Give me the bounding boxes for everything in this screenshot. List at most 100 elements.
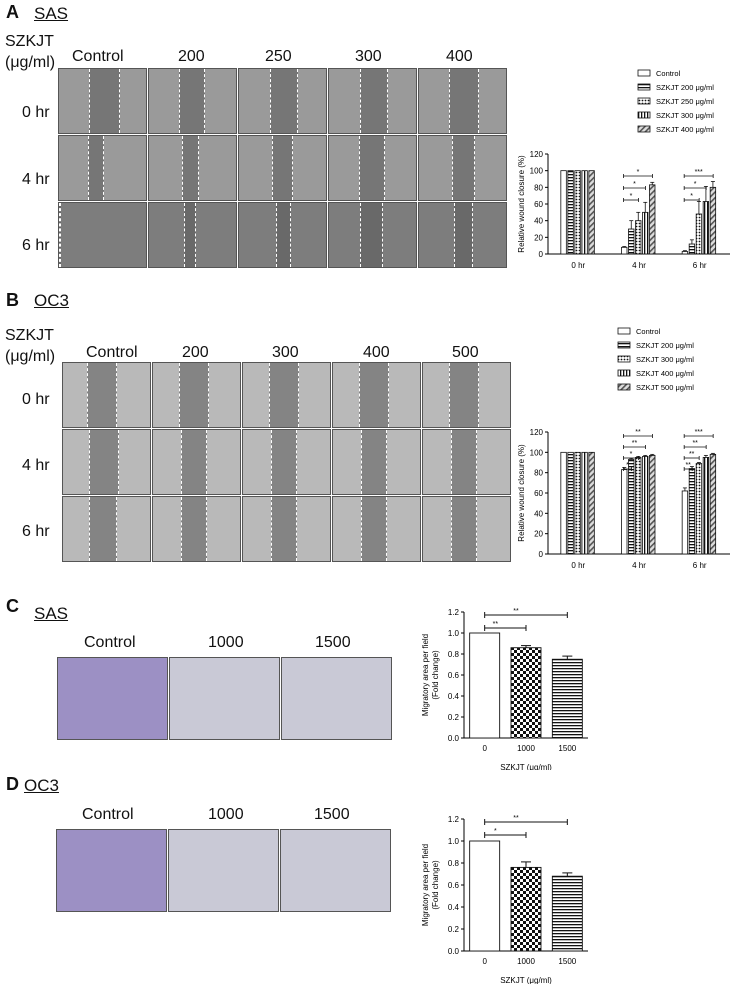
col-label-250: 250	[265, 48, 292, 65]
wound-gap	[87, 363, 118, 427]
y-tick-label: 1.0	[448, 629, 460, 638]
wound-gap	[89, 497, 118, 561]
legend-label: Control	[636, 327, 661, 336]
wound-image	[148, 135, 237, 201]
y-tick-label: 120	[530, 150, 544, 159]
bar	[681, 251, 689, 255]
col-label-1000-c: 1000	[208, 634, 244, 651]
wound-gap	[89, 430, 119, 494]
legend-swatch	[637, 111, 651, 119]
wound-image	[328, 135, 417, 201]
y-tick-label: 0.2	[448, 713, 460, 722]
legend-swatch	[617, 327, 631, 335]
y-tick-label: 0.4	[448, 692, 460, 701]
col-label-control-b: Control	[86, 344, 138, 361]
bar	[635, 457, 642, 555]
y-axis-label: Migratory area per field	[421, 634, 430, 716]
significance-label: **	[493, 621, 499, 628]
wound-closure-chart-b: 0 20 40 60 80 100 120 Relative wound closure (%…	[518, 327, 730, 570]
legend-swatch	[617, 383, 631, 391]
y-tick-label: 80	[534, 469, 543, 478]
wound-gap	[89, 69, 121, 133]
wound-image	[332, 429, 421, 495]
bar	[688, 468, 696, 555]
bar	[649, 184, 656, 255]
panel-b-title: OC3	[34, 291, 69, 310]
y-axis-label: Migratory area per field	[421, 844, 430, 926]
bar	[695, 213, 703, 255]
bar	[510, 866, 542, 952]
significance-label: **	[632, 440, 638, 447]
wound-image	[418, 68, 507, 134]
y-tick-label: 0.0	[448, 734, 460, 743]
panel-label-c: C	[6, 596, 19, 616]
wound-gap	[183, 203, 197, 267]
col-label-control-c: Control	[84, 634, 136, 651]
unit-label-bottom: (μg/ml)	[5, 54, 56, 71]
wound-image	[422, 429, 511, 495]
wound-gap	[270, 69, 298, 133]
x-tick-label: 1500	[558, 957, 576, 966]
wound-gap	[450, 497, 478, 561]
significance-label: *	[690, 193, 693, 200]
bar	[702, 457, 710, 555]
bar	[560, 170, 567, 255]
wound-gap	[360, 497, 388, 561]
row-label-0hr-b: 0 hr	[22, 391, 50, 408]
wound-gap	[59, 203, 61, 267]
transwell-image	[168, 829, 279, 912]
legend-swatch	[617, 355, 631, 363]
x-tick-label: 1000	[517, 957, 535, 966]
wound-image	[418, 135, 507, 201]
wound-image	[328, 68, 417, 134]
col-label-400: 400	[446, 48, 473, 65]
y-tick-label: 1.0	[448, 837, 460, 846]
wound-gap	[270, 430, 298, 494]
x-tick-label: 0 hr	[571, 561, 585, 570]
row-label-4hr-b: 4 hr	[22, 457, 50, 474]
wound-gap	[360, 69, 389, 133]
transwell-image	[169, 657, 280, 740]
wound-gap	[360, 430, 388, 494]
migration-chart-d: 0.0 0.2 0.4 0.6 0.8 1.0 1.2 Migratory area per …	[421, 815, 588, 984]
y-tick-label: 0.0	[448, 947, 460, 956]
bar	[688, 243, 696, 255]
y-tick-label: 0.6	[448, 881, 460, 890]
legend-label: SZKJT 200 μg/ml	[656, 83, 714, 92]
bar	[649, 454, 656, 555]
y-axis-label-2: (Fold change)	[431, 650, 440, 700]
bar	[702, 201, 710, 255]
wound-image	[152, 362, 241, 428]
row-label-6hr: 6 hr	[22, 237, 50, 254]
y-tick-label: 0.4	[448, 903, 460, 912]
significance-label: *	[630, 193, 633, 200]
bar	[709, 186, 717, 255]
y-tick-label: 40	[534, 509, 543, 518]
transwell-image	[281, 657, 392, 740]
y-axis-label-2: (Fold change)	[431, 860, 440, 910]
wound-gap	[182, 136, 199, 200]
legend-swatch	[617, 369, 631, 377]
y-tick-label: 100	[530, 448, 544, 457]
row-label-0hr: 0 hr	[22, 104, 50, 121]
wound-image	[58, 135, 147, 201]
bar	[574, 451, 581, 555]
wound-closure-chart-a: 0 20 40 60 80 100 120 Relative wound closure (%…	[518, 69, 730, 270]
significance-label: **	[685, 462, 691, 469]
wound-gap	[359, 136, 385, 200]
significance-label: **	[635, 429, 641, 436]
bar	[621, 469, 628, 555]
y-tick-label: 0.2	[448, 925, 460, 934]
legend-swatch	[617, 341, 631, 349]
y-axis-label: Relative wound closure (%)	[518, 155, 526, 253]
transwell-image	[280, 829, 391, 912]
x-axis-label: SZKJT (μg/ml)	[500, 763, 552, 770]
significance-label: *	[626, 462, 629, 469]
row-label-6hr-b: 6 hr	[22, 523, 50, 540]
bar	[551, 875, 583, 952]
x-axis-label: SZKJT (μg/ml)	[500, 976, 552, 984]
legend-swatch	[637, 69, 651, 77]
significance-label: **	[692, 440, 698, 447]
wound-image	[238, 135, 327, 201]
wound-gap	[359, 363, 389, 427]
